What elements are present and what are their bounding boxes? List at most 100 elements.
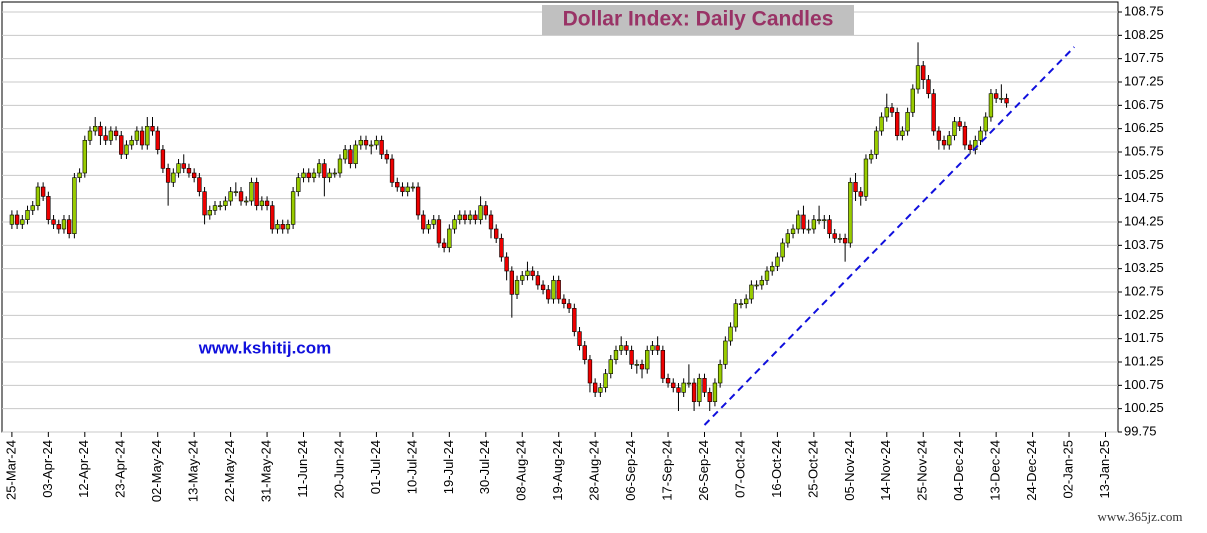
candle-body	[546, 289, 551, 300]
candle-body	[582, 345, 587, 360]
candle-body	[337, 158, 343, 174]
candle-body	[780, 242, 785, 258]
candle-body	[124, 144, 129, 155]
candle-body	[790, 228, 796, 234]
candle-body	[379, 140, 384, 155]
candle-body	[837, 238, 843, 240]
candle-body	[530, 270, 535, 276]
candle-body	[301, 172, 306, 178]
candle-body	[759, 280, 764, 286]
candle-body	[14, 214, 20, 225]
candle-body	[358, 140, 363, 146]
candle-body	[504, 256, 509, 272]
candle-body	[197, 177, 202, 192]
x-tick-label: 07-Oct-24	[732, 440, 747, 498]
y-tick-label: 107.25	[1124, 73, 1164, 88]
candle-body	[962, 126, 968, 146]
y-tick-label: 105.75	[1124, 143, 1164, 158]
candle-body	[72, 177, 77, 234]
candle-body	[327, 172, 332, 178]
candle-body	[540, 284, 546, 290]
candle-body	[910, 88, 915, 113]
candle-body	[56, 224, 61, 230]
candle-body	[202, 191, 207, 216]
candle-body	[905, 112, 910, 132]
candle-body	[967, 144, 973, 150]
candle-body	[290, 191, 296, 225]
candle-body	[801, 214, 806, 230]
candle-body	[129, 140, 134, 146]
y-tick-label: 104.75	[1124, 190, 1164, 205]
candle-body	[478, 205, 483, 220]
candle-body	[348, 149, 353, 164]
candle-body	[155, 130, 160, 150]
candle-body	[639, 364, 645, 370]
candle-body	[827, 219, 832, 234]
candle-body	[145, 126, 150, 146]
y-tick-label: 102.75	[1124, 283, 1164, 298]
y-tick-label: 101.75	[1124, 330, 1164, 345]
candle-body	[369, 144, 374, 147]
candle-body	[868, 154, 874, 160]
candle-body	[629, 350, 634, 365]
candle-body	[462, 214, 468, 220]
candle-body	[874, 130, 879, 155]
candle-body	[139, 130, 145, 146]
candle-body	[1004, 98, 1009, 104]
x-tick-label: 20-Jun-24	[331, 440, 346, 499]
candle-body	[926, 79, 931, 94]
candle-body	[613, 350, 619, 360]
candle-body	[67, 219, 72, 234]
candle-body	[113, 130, 119, 136]
candle-body	[343, 149, 348, 160]
y-tick-label: 106.25	[1124, 120, 1164, 135]
x-tick-label: 25-Nov-24	[915, 440, 930, 501]
candle-body	[259, 200, 265, 206]
x-tick-label: 30-Jul-24	[477, 440, 492, 494]
candle-body	[249, 182, 254, 202]
candle-body	[686, 382, 692, 385]
x-tick-label: 22-May-24	[222, 440, 237, 502]
candle-body	[509, 270, 515, 295]
candle-body	[728, 326, 733, 342]
candle-body	[697, 378, 702, 402]
candle-body	[587, 359, 593, 384]
x-tick-label: 13-Dec-24	[988, 440, 1003, 501]
candle-body	[858, 191, 863, 197]
candle-body	[770, 266, 775, 272]
plot-frame	[1, 1, 1119, 433]
candle-body	[296, 177, 301, 192]
candle-body	[717, 364, 723, 384]
candle-body	[624, 345, 629, 351]
candle-body	[608, 359, 613, 374]
candle-body	[853, 182, 858, 192]
candle-body	[650, 345, 655, 351]
x-tick-label: 02-Jan-25	[1060, 440, 1075, 499]
candle-body	[525, 270, 530, 276]
candle-body	[671, 382, 676, 388]
candle-body	[410, 186, 416, 189]
candle-body	[733, 303, 738, 328]
candle-body	[405, 186, 410, 192]
candle-body	[889, 107, 895, 113]
candle-body	[103, 135, 108, 141]
y-tick-label: 99.75	[1124, 423, 1157, 438]
candle-body	[655, 345, 660, 351]
candle-body	[82, 140, 87, 174]
candle-body	[311, 172, 317, 178]
candle-body	[61, 219, 67, 230]
x-tick-label: 11-Jun-24	[295, 440, 310, 498]
candle-body	[77, 172, 82, 178]
y-tick-label: 103.75	[1124, 237, 1164, 252]
trendline	[703, 46, 1075, 426]
x-tick-label: 17-Sep-24	[659, 440, 674, 501]
candle-body	[171, 172, 176, 183]
x-tick-label: 25-Oct-24	[805, 440, 820, 498]
candle-body	[879, 116, 884, 132]
x-tick-label: 08-Aug-24	[514, 440, 529, 501]
candle-body	[134, 130, 140, 141]
candle-body	[895, 112, 900, 136]
candle-body	[811, 219, 817, 230]
annotation: www.kshitij.com	[198, 338, 332, 357]
